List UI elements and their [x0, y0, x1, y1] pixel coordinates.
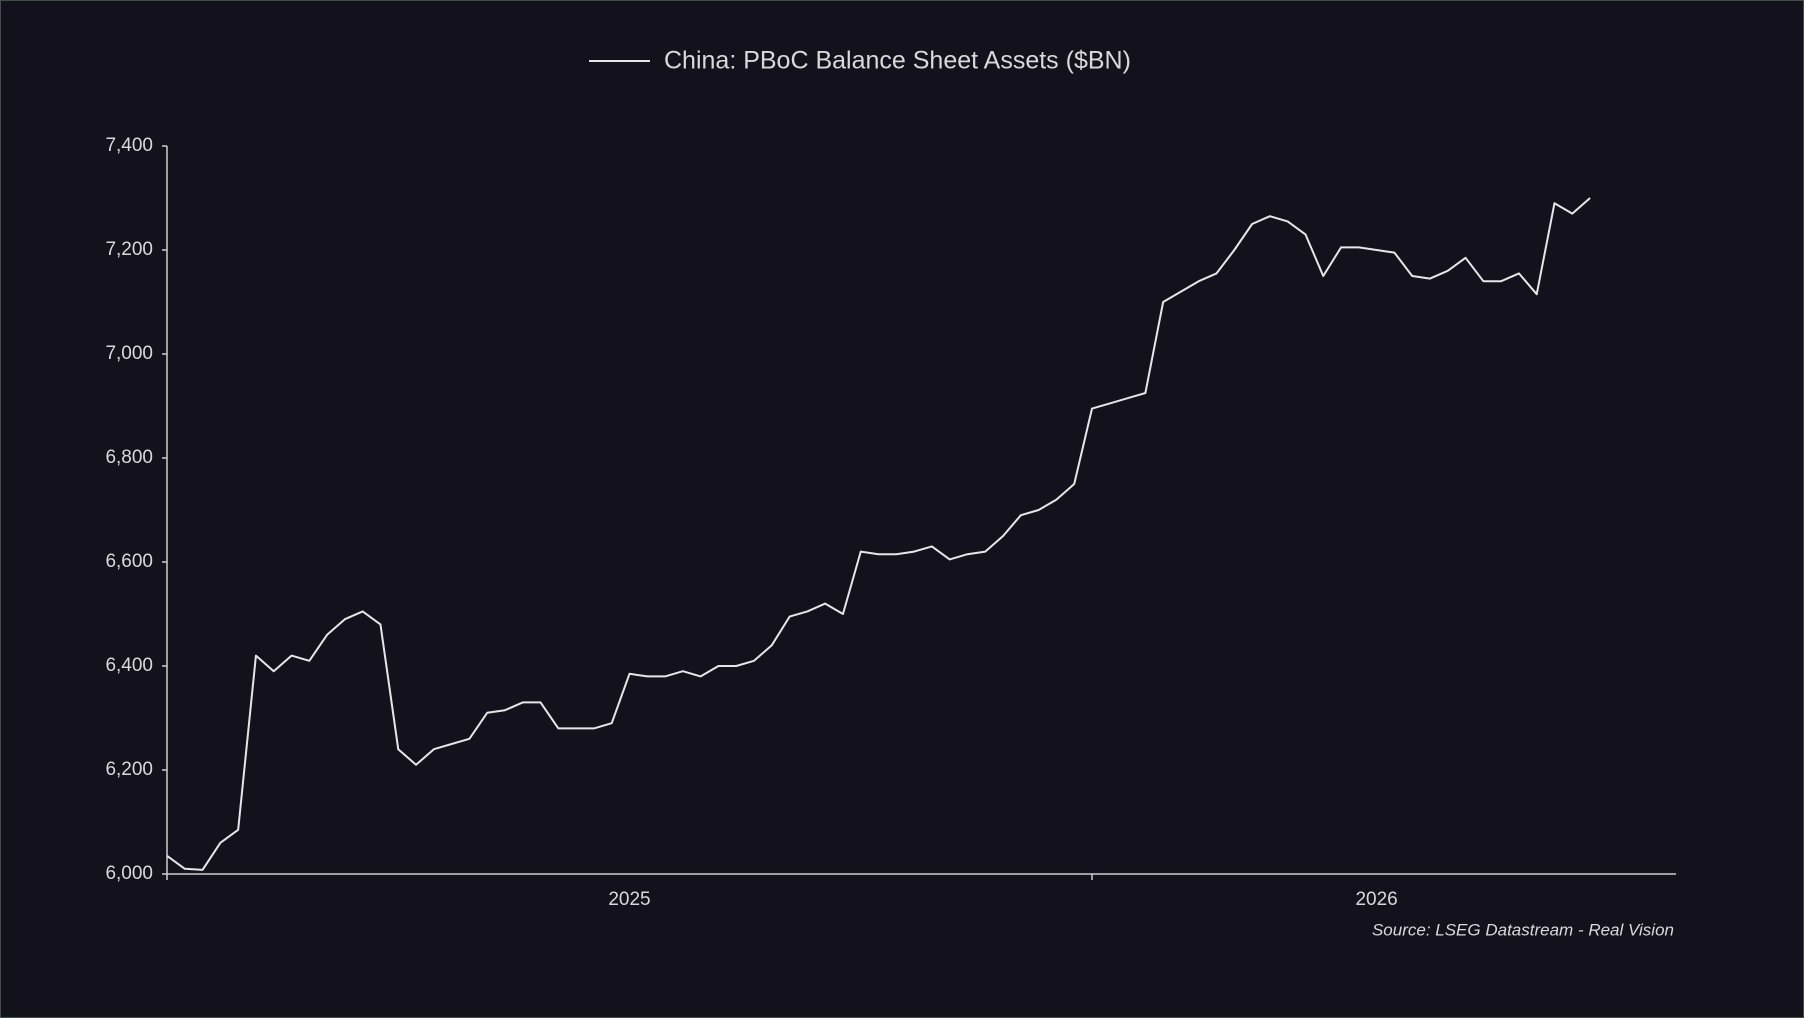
y-tick-label: 6,800	[105, 447, 153, 468]
x-tick-label: 2025	[608, 889, 650, 910]
y-tick-label: 7,200	[105, 239, 153, 260]
legend-label: China: PBoC Balance Sheet Assets ($BN)	[664, 47, 1131, 75]
y-tick-label: 6,200	[105, 759, 153, 780]
series-line	[166, 197, 1591, 871]
x-tick-label: 2026	[1355, 889, 1397, 910]
y-tick-label: 6,600	[105, 551, 153, 572]
y-tick-label: 6,400	[105, 655, 153, 676]
source: Source: LSEG Datastream - Real Vision	[1372, 920, 1674, 939]
y-tick-label: 7,000	[105, 343, 153, 364]
y-tick-label: 6,000	[105, 863, 153, 884]
y-tick-label: 7,400	[105, 135, 153, 156]
